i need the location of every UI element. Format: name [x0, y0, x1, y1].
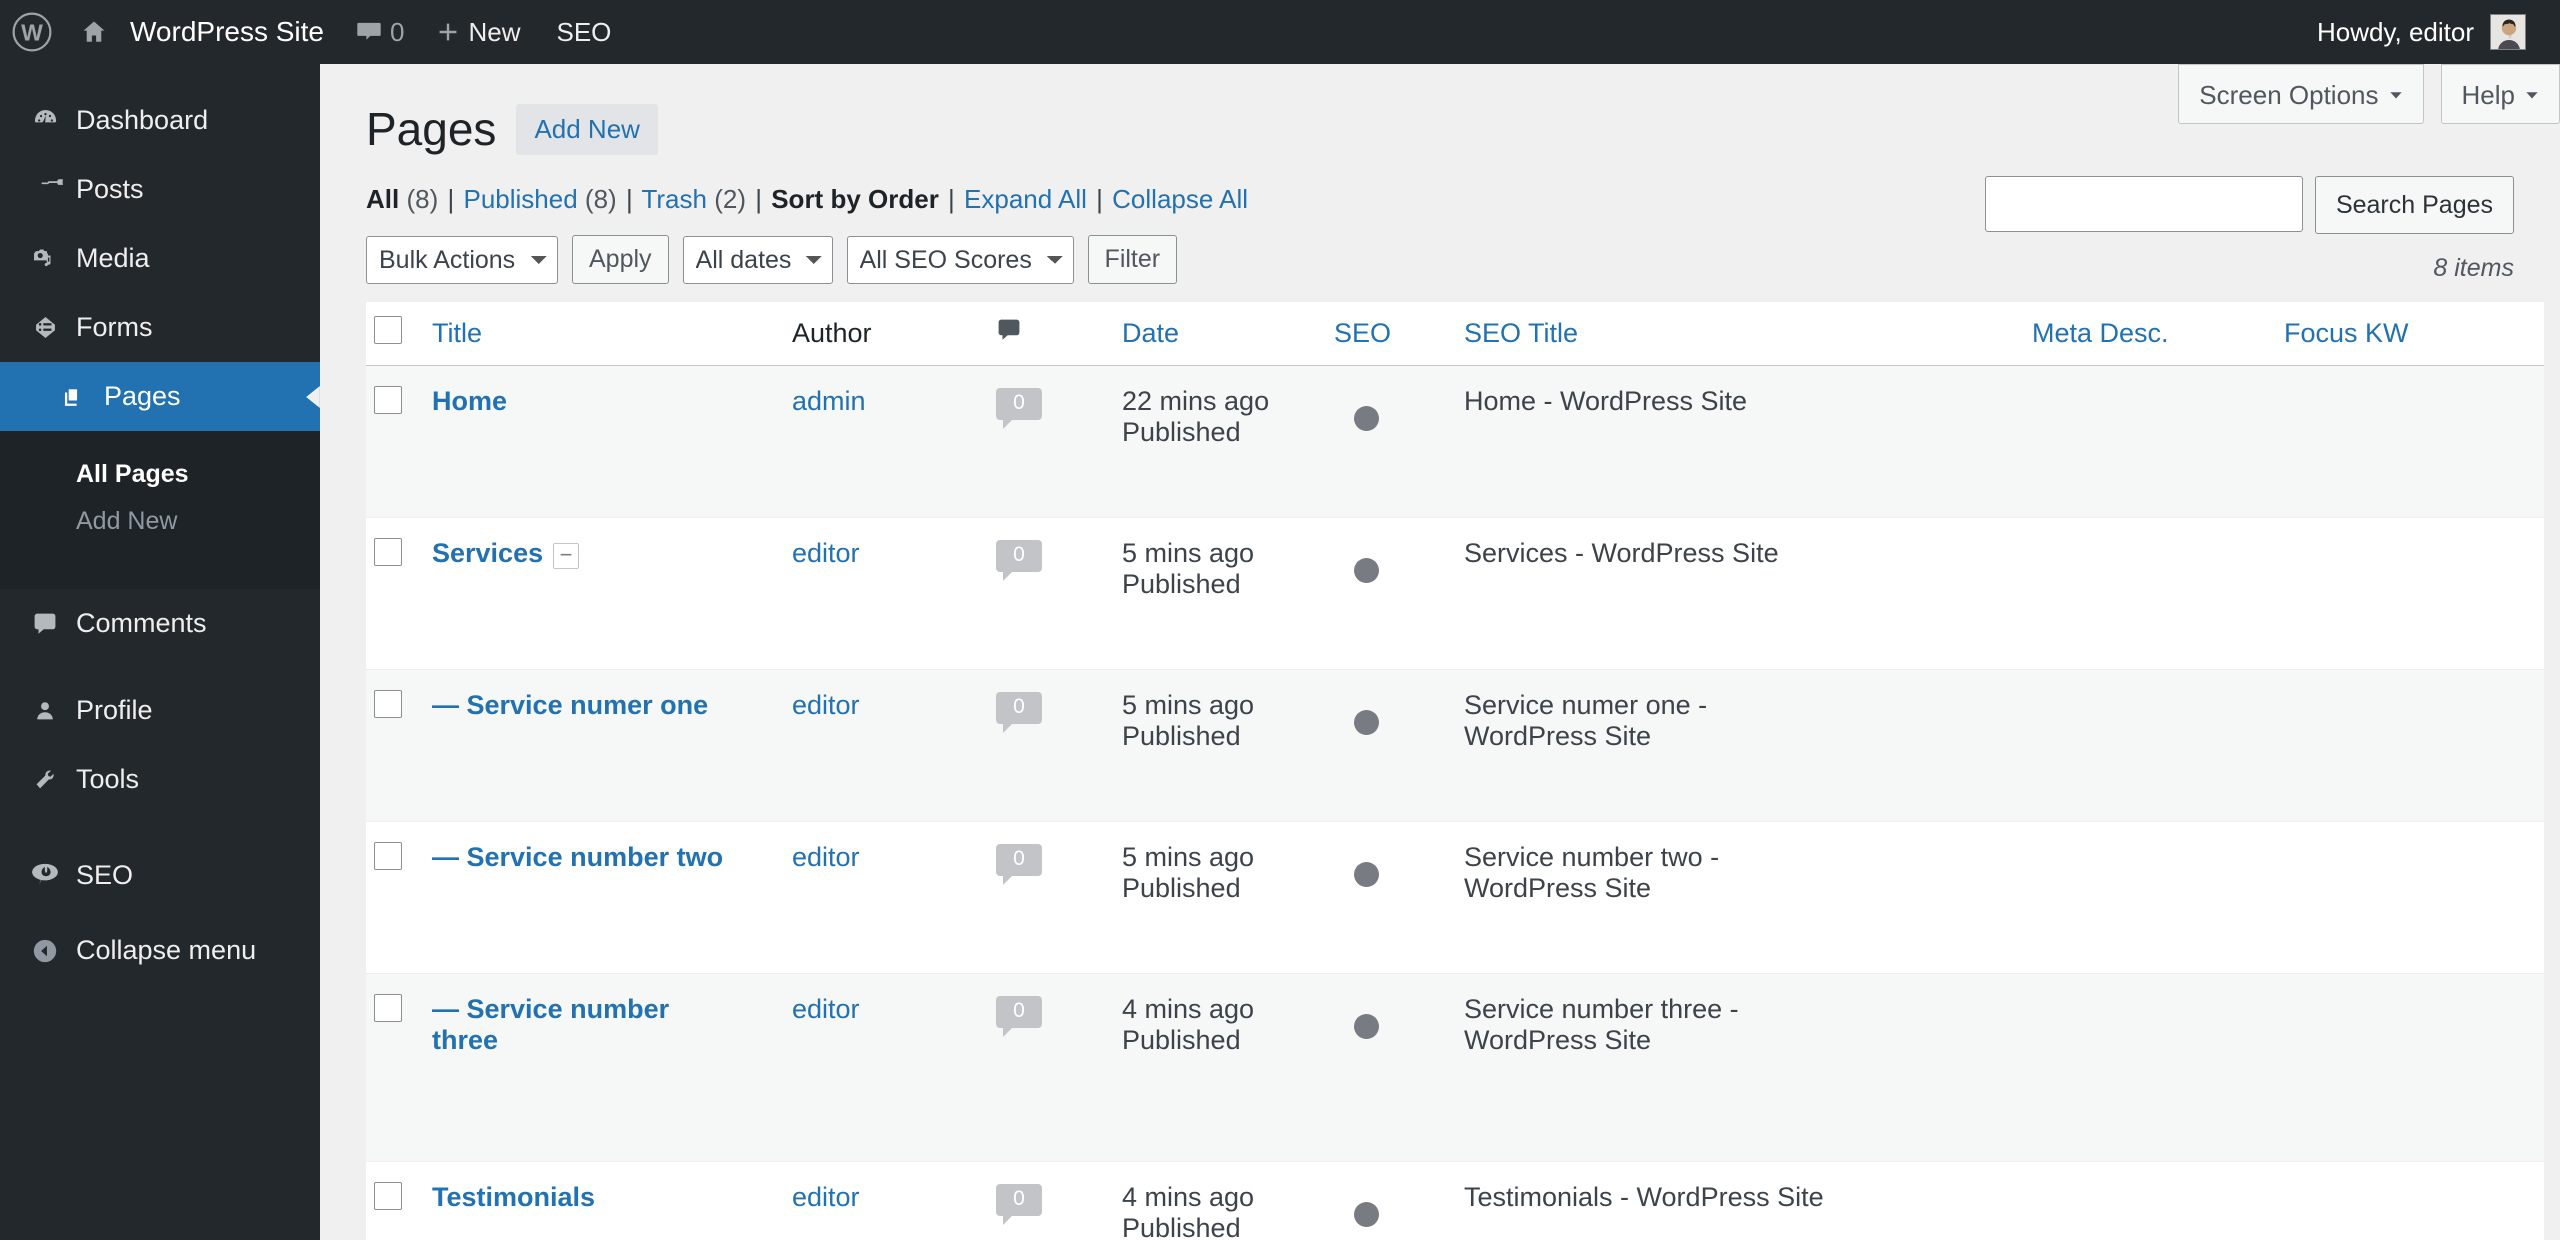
- svg-text:W: W: [21, 19, 43, 45]
